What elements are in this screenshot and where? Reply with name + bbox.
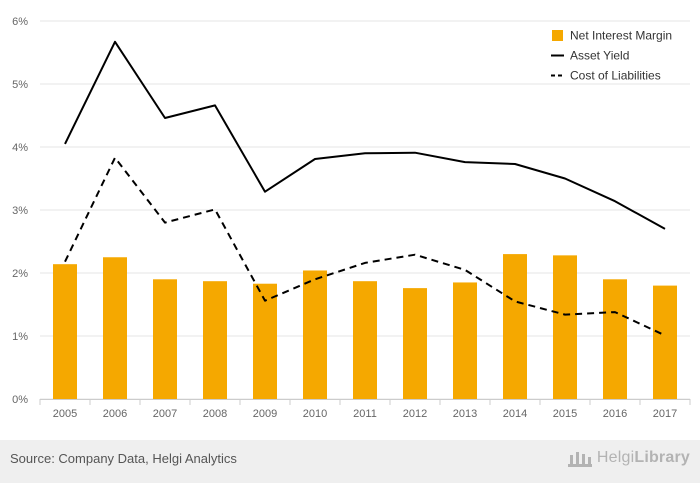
bar: [53, 264, 77, 399]
bar: [153, 279, 177, 399]
brand-name: HelgiLibrary: [597, 449, 690, 467]
x-tick-label: 2012: [403, 408, 427, 420]
y-tick-label: 0%: [12, 394, 28, 406]
x-tick-label: 2009: [253, 408, 277, 420]
bar: [203, 281, 227, 399]
legend-label: Cost of Liabilities: [570, 69, 661, 83]
bar: [403, 288, 427, 399]
y-tick-label: 2%: [12, 268, 28, 280]
source-note: Source: Company Data, Helgi Analytics: [10, 451, 237, 466]
y-tick-label: 6%: [12, 16, 28, 28]
x-tick-label: 2007: [153, 408, 177, 420]
x-tick-label: 2005: [53, 408, 77, 420]
bar: [353, 281, 377, 399]
legend-swatch: [552, 30, 563, 41]
x-tick-label: 2006: [103, 408, 127, 420]
bar: [553, 255, 577, 399]
x-tick-label: 2017: [653, 408, 677, 420]
brand-logo: HelgiLibrary: [567, 448, 690, 468]
x-tick-label: 2014: [503, 408, 527, 420]
brand-bold: Library: [634, 449, 690, 466]
bar: [303, 270, 327, 399]
footer: Source: Company Data, Helgi Analytics He…: [0, 440, 700, 483]
x-tick-label: 2015: [553, 408, 577, 420]
y-tick-label: 4%: [12, 142, 28, 154]
bar: [253, 283, 277, 399]
y-tick-label: 5%: [12, 79, 28, 91]
legend-label: Net Interest Margin: [570, 29, 672, 43]
chart: 0% 1% 2% 3% 4% 5% 6% 2005 2006 2007 2008 2009 2010 20…: [12, 16, 691, 420]
x-tick-label: 2013: [453, 408, 477, 420]
library-building-icon: [567, 452, 592, 467]
bar: [503, 254, 527, 399]
x-tick-label: 2010: [303, 408, 327, 420]
brand-light: Helgi: [596, 449, 635, 466]
x-tick-label: 2011: [353, 408, 377, 420]
series-line: [64, 156, 666, 337]
series-line: [64, 40, 666, 230]
bar: [653, 285, 677, 399]
y-tick-label: 1%: [12, 331, 28, 343]
x-tick-label: 2008: [203, 408, 227, 420]
y-tick-label: 3%: [12, 205, 28, 217]
legend-label: Asset Yield: [570, 49, 629, 63]
x-tick-label: 2016: [603, 408, 627, 420]
bar: [603, 279, 627, 399]
bar: [453, 282, 477, 399]
bar: [103, 257, 127, 399]
